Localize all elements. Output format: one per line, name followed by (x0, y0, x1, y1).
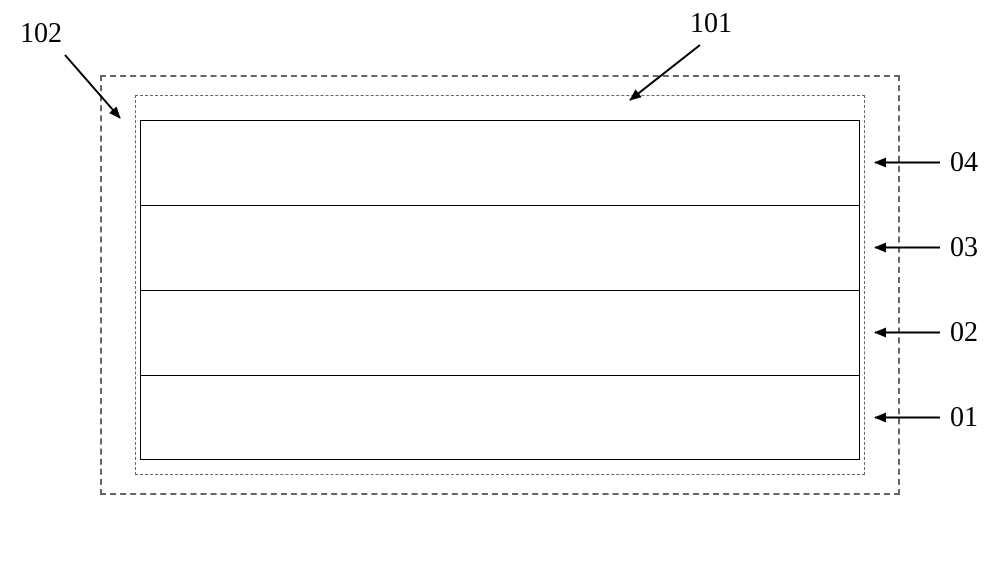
diagram-canvas: 102 101 04 03 02 01 (0, 0, 1000, 568)
arrows-layer (0, 0, 1000, 568)
label-right-03: 03 (950, 232, 978, 264)
label-right-04: 04 (950, 147, 978, 179)
label-right-01: 01 (950, 402, 978, 434)
callout-arrow (630, 45, 700, 100)
label-101: 101 (690, 8, 732, 40)
callout-arrow (65, 55, 120, 118)
label-right-02: 02 (950, 317, 978, 349)
label-102: 102 (20, 18, 62, 50)
